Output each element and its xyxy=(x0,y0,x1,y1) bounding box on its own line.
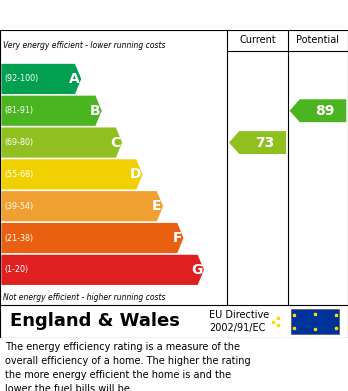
Text: 73: 73 xyxy=(255,136,274,149)
Text: (1-20): (1-20) xyxy=(4,265,28,274)
Text: (69-80): (69-80) xyxy=(4,138,33,147)
Text: England & Wales: England & Wales xyxy=(10,312,180,330)
Polygon shape xyxy=(229,131,286,154)
Polygon shape xyxy=(1,191,163,221)
Text: F: F xyxy=(172,231,182,245)
Text: (92-100): (92-100) xyxy=(4,74,38,83)
Text: Potential: Potential xyxy=(296,35,339,45)
Text: 89: 89 xyxy=(315,104,334,118)
Text: (81-91): (81-91) xyxy=(4,106,33,115)
Text: G: G xyxy=(191,263,202,277)
Polygon shape xyxy=(1,159,143,190)
Text: (39-54): (39-54) xyxy=(4,202,33,211)
Text: (55-68): (55-68) xyxy=(4,170,33,179)
Text: B: B xyxy=(89,104,100,118)
Text: Very energy efficient - lower running costs: Very energy efficient - lower running co… xyxy=(3,41,166,50)
Text: The energy efficiency rating is a measure of the
overall efficiency of a home. T: The energy efficiency rating is a measur… xyxy=(5,342,251,391)
Text: (21-38): (21-38) xyxy=(4,233,33,242)
Polygon shape xyxy=(1,127,122,158)
Text: C: C xyxy=(110,136,120,149)
Polygon shape xyxy=(290,99,346,122)
Text: EU Directive
2002/91/EC: EU Directive 2002/91/EC xyxy=(209,310,269,333)
Text: Current: Current xyxy=(239,35,276,45)
Text: Energy Efficiency Rating: Energy Efficiency Rating xyxy=(60,6,288,24)
Polygon shape xyxy=(1,96,102,126)
Text: A: A xyxy=(69,72,79,86)
Polygon shape xyxy=(1,64,81,94)
Text: E: E xyxy=(152,199,161,213)
Text: D: D xyxy=(129,167,141,181)
Text: Not energy efficient - higher running costs: Not energy efficient - higher running co… xyxy=(3,293,166,302)
Polygon shape xyxy=(1,223,183,253)
Polygon shape xyxy=(1,255,204,285)
Bar xyxy=(291,309,339,334)
